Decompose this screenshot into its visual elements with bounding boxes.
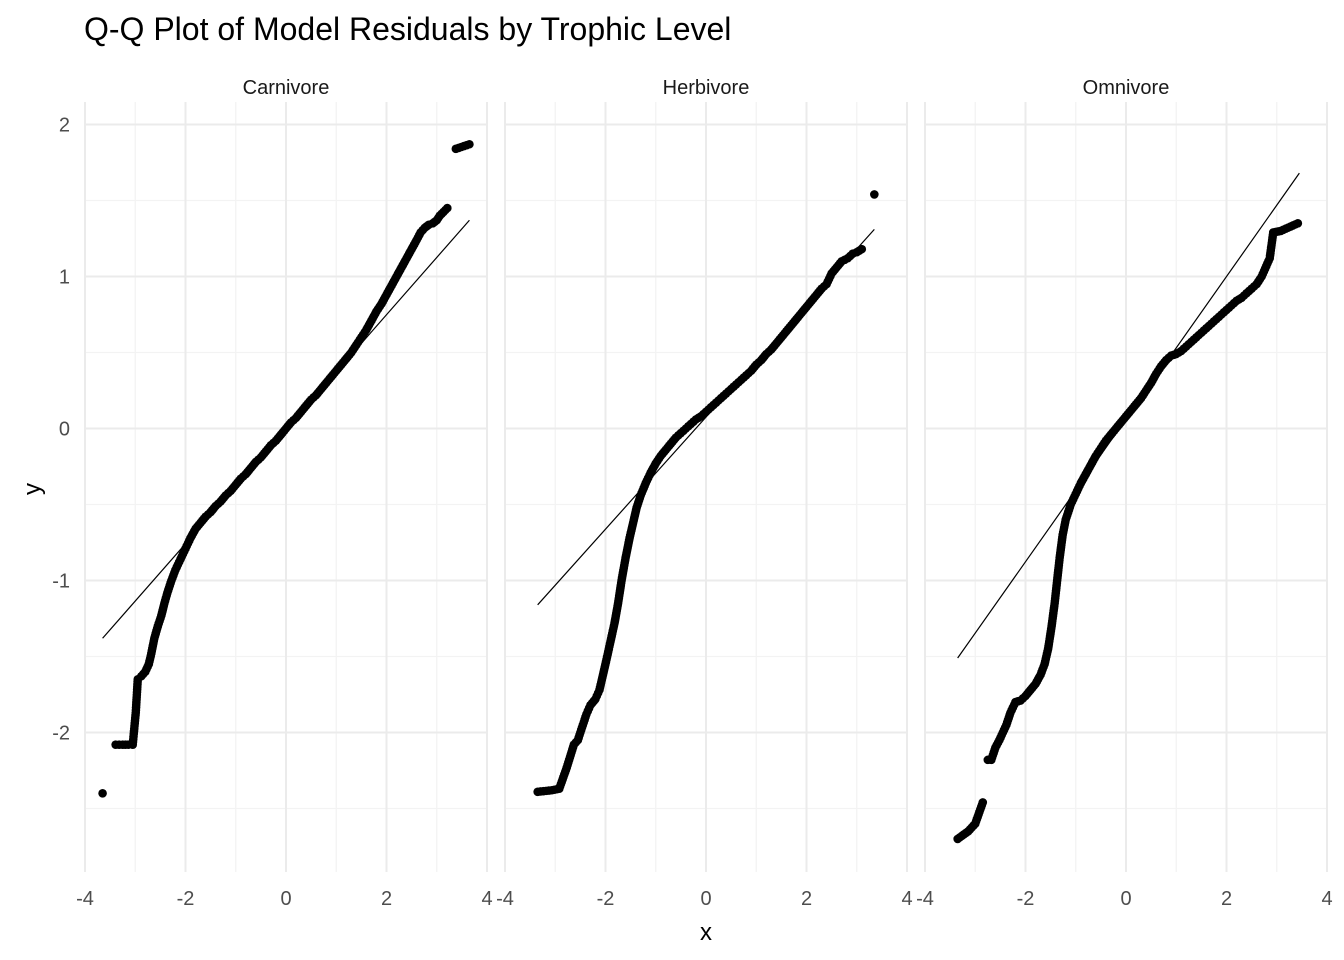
x-tick-label: 4 — [1321, 888, 1332, 910]
x-tick-label: -2 — [177, 888, 195, 910]
x-tick-label: -2 — [1017, 888, 1035, 910]
y-tick-label: 1 — [59, 267, 70, 289]
x-tick-label: 0 — [1120, 888, 1131, 910]
x-tick-label: 2 — [381, 888, 392, 910]
y-axis-title: y — [19, 483, 46, 495]
x-tick-label: -4 — [916, 888, 934, 910]
x-axis-ticks: -4 -2 0 2 4 -4 -2 0 2 4 -4 -2 0 2 4 — [76, 888, 1332, 910]
y-tick-label: -1 — [52, 571, 70, 593]
x-tick-label: 4 — [901, 888, 912, 910]
y-tick-label: -2 — [52, 723, 70, 745]
x-tick-label: -4 — [496, 888, 514, 910]
x-tick-label: 2 — [1221, 888, 1232, 910]
facet-strip-label: Omnivore — [1083, 77, 1170, 99]
data-point — [465, 139, 474, 149]
x-axis-title: x — [700, 919, 712, 946]
x-tick-label: 0 — [280, 888, 291, 910]
y-tick-label: 2 — [59, 115, 70, 137]
data-point — [98, 789, 107, 798]
x-tick-label: -4 — [76, 888, 94, 910]
facet-panel-herbivore: Herbivore — [504, 77, 908, 872]
facet-panel-omnivore: Omnivore — [924, 77, 1328, 872]
facet-panels: Carnivore Herbivore Omnivore — [84, 77, 1328, 872]
data-point — [870, 190, 879, 199]
chart-title: Q-Q Plot of Model Residuals by Trophic L… — [84, 11, 731, 47]
x-tick-label: -2 — [597, 888, 615, 910]
x-tick-label: 0 — [700, 888, 711, 910]
x-tick-label: 2 — [801, 888, 812, 910]
data-point — [443, 203, 452, 213]
x-tick-label: 4 — [481, 888, 492, 910]
facet-panel-carnivore: Carnivore — [84, 77, 488, 872]
data-point — [978, 798, 988, 807]
facet-strip-label: Herbivore — [663, 77, 750, 99]
y-axis-ticks: -2 -1 0 1 2 — [52, 115, 70, 745]
facet-strip-label: Carnivore — [243, 77, 330, 99]
data-point — [857, 244, 867, 254]
data-point — [1293, 219, 1303, 228]
y-tick-label: 0 — [59, 419, 70, 441]
